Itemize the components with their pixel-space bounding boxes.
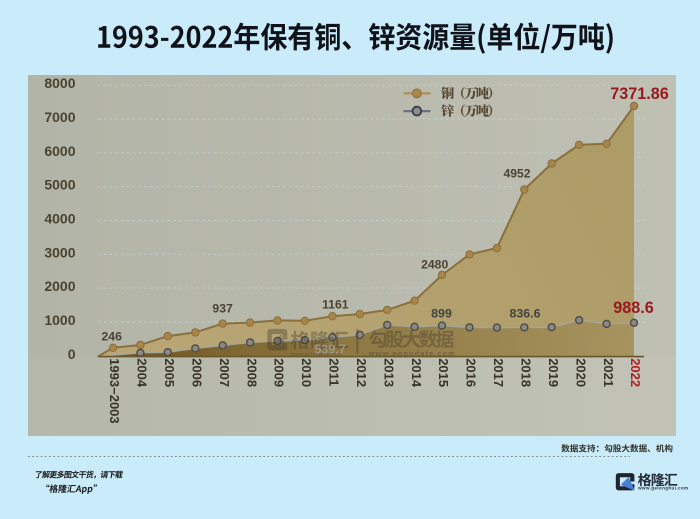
svg-text:2013: 2013: [381, 358, 396, 387]
svg-text:2011: 2011: [327, 358, 342, 386]
svg-text:937: 937: [212, 302, 233, 316]
svg-text:www.gelonghui.com: www.gelonghui.com: [290, 352, 343, 358]
svg-text:836.6: 836.6: [509, 307, 540, 321]
svg-text:2021: 2021: [601, 358, 616, 387]
svg-text:2016: 2016: [464, 358, 479, 387]
svg-text:1161: 1161: [322, 298, 349, 312]
svg-text:5000: 5000: [44, 177, 75, 193]
svg-text:2012: 2012: [354, 358, 369, 387]
svg-text:4952: 4952: [503, 167, 530, 181]
svg-text:539.7: 539.7: [314, 343, 345, 357]
svg-text:2006: 2006: [190, 358, 205, 387]
svg-text:899: 899: [431, 307, 452, 321]
svg-text:6000: 6000: [44, 143, 75, 159]
svg-text:2007: 2007: [217, 358, 232, 387]
svg-text:2018: 2018: [519, 358, 534, 387]
svg-text:1000: 1000: [44, 312, 75, 328]
svg-text:2014: 2014: [409, 358, 424, 388]
svg-text:0: 0: [68, 346, 76, 362]
svg-text:1993−2003: 1993−2003: [107, 358, 122, 423]
svg-text:2019: 2019: [546, 358, 561, 387]
svg-text:2000: 2000: [44, 278, 75, 294]
svg-text:2008: 2008: [244, 358, 259, 387]
svg-text:2009: 2009: [272, 358, 287, 387]
svg-text:3000: 3000: [44, 244, 75, 260]
svg-text:988.6: 988.6: [613, 299, 654, 317]
svg-text:2017: 2017: [491, 358, 506, 387]
svg-text:7371.86: 7371.86: [610, 85, 669, 103]
svg-text:246: 246: [102, 330, 123, 344]
svg-text:2010: 2010: [299, 358, 314, 387]
svg-text:8000: 8000: [44, 75, 75, 91]
svg-text:2004: 2004: [135, 358, 150, 388]
svg-text:2022: 2022: [628, 358, 643, 387]
svg-text:www.gelonghui.com: www.gelonghui.com: [637, 486, 688, 491]
svg-text:2005: 2005: [162, 358, 177, 387]
svg-text:www.gogudata.com: www.gogudata.com: [368, 349, 456, 358]
svg-text:2015: 2015: [436, 358, 451, 387]
svg-text:4000: 4000: [44, 211, 75, 227]
svg-text:7000: 7000: [44, 109, 75, 125]
svg-text:2480: 2480: [421, 258, 448, 272]
svg-text:2020: 2020: [573, 358, 588, 387]
